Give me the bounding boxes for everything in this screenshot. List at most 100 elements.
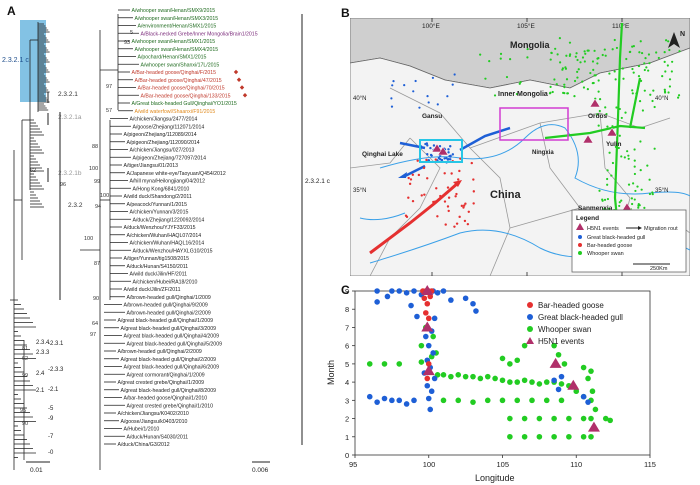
whooper-swan-point [661,75,664,78]
data-point-whooper-swan [588,415,594,422]
whooper-swan-point [598,98,602,101]
lon-tick-label: 105°E [517,22,535,30]
data-point-whooper-swan [580,415,587,422]
whooper-swan-point [645,66,648,69]
goose-point [447,196,451,199]
goose-point [455,222,459,225]
taxon-label: A/whooper swan/Henan/SMX1/2015 [132,39,216,45]
data-point-whooper-swan [470,399,476,405]
clade-label: 2.3.2.1a [58,114,82,121]
h5n1-event-marker [606,127,618,137]
whooper-swan-point [484,77,487,80]
goose-point [434,158,437,161]
whooper-swan-point [663,51,666,54]
whooper-swan-point [518,82,521,85]
whooper-swan-point [549,58,552,61]
taxon-label: A/whooper swan/Henan/SMX4/2015 [135,47,219,53]
whooper-swan-point [666,64,669,67]
whooper-swan-point [631,89,634,92]
whooper-swan-point [561,67,564,70]
whooper-swan-point [667,91,670,94]
whooper-swan-point [613,38,616,42]
gull-point [426,95,429,98]
whooper-swan-point [563,83,566,86]
data-point-great-black-headed-gull [555,386,562,393]
data-point-whooper-swan [521,415,528,422]
taxon-label: A/duck/China/G3/2012 [118,442,170,448]
whooper-swan-point [627,183,631,186]
whooper-swan-point [589,71,592,75]
taxon-label: A/pigeon/Zhejiang/112089/2014 [124,132,197,138]
legend-label: Great black-headed gull [538,313,623,322]
gull-point [438,145,442,148]
data-point-great-black-headed-gull [585,399,591,405]
data-point-whooper-swan [536,433,543,440]
whooper-swan-point [614,78,617,81]
data-point-great-black-headed-gull [558,373,565,380]
goose-point [458,215,461,219]
legend-label: Whooper swan [538,325,591,334]
taxon-label: A/great black-headed gull/Qinghai/3/2009 [121,326,217,332]
whooper-swan-point [573,79,577,83]
whooper-swan-point [633,165,636,168]
whooper-swan-point [505,75,509,79]
data-point-great-black-headed-gull [389,397,395,404]
whooper-swan-point [608,72,611,75]
bootstrap-value: 95 [20,408,26,414]
whooper-swan-point [639,140,642,143]
taxon-label: A/hill myna/Heilongjiang/04/2012 [130,179,206,185]
clade-label: 2.3.2 [68,202,83,209]
taxon-label: A/environment/Henan/SMX1/2015 [138,24,217,30]
clade-label: 2.4 [36,371,45,377]
bootstrap-value: 90 [93,296,99,302]
diamond-icon [242,93,248,98]
whooper-swan-point [488,59,491,63]
legend-dot [578,235,582,239]
whooper-swan-point [576,70,579,73]
goose-point [460,204,464,208]
whooper-swan-point [597,79,600,82]
goose-point [454,195,457,198]
whooper-swan-point [583,60,586,63]
province-border [389,87,511,276]
clade-label: -9 [48,416,54,422]
taxon-label: A/duck/Hunan/S4030/2011 [127,434,189,440]
gull-point [446,158,450,161]
goose-point [436,215,439,218]
data-point-whooper-swan [543,379,550,385]
whooper-swan-point [604,106,607,109]
data-point-great-black-headed-gull [423,333,429,340]
data-point-h5n1-event [587,421,600,432]
data-point-great-black-headed-gull [431,375,438,382]
clade-label: -2.3.1 [48,341,64,347]
data-point-whooper-swan [499,397,506,404]
data-point-great-black-headed-gull [414,313,420,320]
whooper-swan-point [550,51,553,55]
data-point-whooper-swan [580,433,587,440]
whooper-swan-point [643,68,646,72]
whooper-swan-point [583,50,586,53]
river [369,229,611,264]
diamond-icon [233,69,239,75]
whooper-swan-point [653,147,656,150]
bootstrap-value: 100 [100,193,109,199]
whooper-swan-point [647,53,651,56]
taxon-label: A/Great black-headed Gull/Qinghai/YO1/20… [132,101,237,107]
taxon-label: A/brown-headed gull/Qinghai/2/2009 [118,349,202,355]
taxon-label: A/great crested grebe/Qinghai/1/2009 [118,380,205,386]
data-point-whooper-swan [418,359,425,365]
whooper-swan-point [593,74,596,77]
whooper-swan-point [634,189,637,193]
data-point-whooper-swan [561,361,568,367]
gull-point [431,76,435,79]
taxon-label: A/brown-headed gull/Qinghai/2/2009 [127,310,211,316]
data-point-great-black-headed-gull [425,342,432,349]
gull-point [432,144,436,147]
taxon-label: A/whooper swan/Henan/SMX9/2015 [132,8,216,14]
phylogenetic-tree: 2.3.2.1 c 2.3.2.1 2.3.2.1a 2.3.2.1b 2.3.2 2.3… [2,8,331,474]
whooper-swan-point [624,111,627,114]
taxon-label: A/wild duck/Shandong/2/2011 [124,194,192,200]
data-point-whooper-swan [484,397,491,404]
data-point-great-black-headed-gull [434,290,441,296]
goose-point [416,159,419,162]
